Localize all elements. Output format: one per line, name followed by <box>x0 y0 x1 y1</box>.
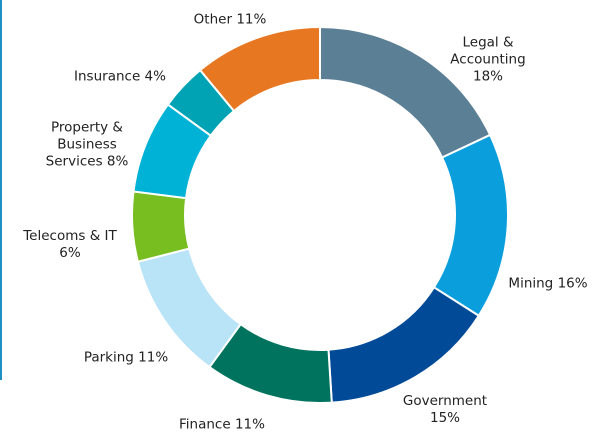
value-label: 11% <box>138 349 169 366</box>
value-label: 11% <box>234 416 265 433</box>
donut-slice <box>327 285 481 404</box>
value-label: 4% <box>144 68 166 85</box>
slice-label: Insurance 4% <box>65 69 175 86</box>
slice-label: Legal & Accounting 18% <box>442 35 534 86</box>
edge-line <box>0 0 2 380</box>
slice-label: Other 11% <box>175 12 285 29</box>
slice-label: Government 15% <box>400 393 490 427</box>
value-label: 11% <box>236 11 267 28</box>
slice-label: Parking 11% <box>76 350 176 367</box>
slice-label: Finance 11% <box>167 417 277 434</box>
slice-label: Mining 16% <box>493 276 592 293</box>
category-label: Government <box>402 393 488 409</box>
value-label: 8% <box>106 153 129 170</box>
value-label: 6% <box>59 245 81 261</box>
category-label: Finance <box>179 416 231 433</box>
value-label: 16% <box>557 275 588 292</box>
donut-slice <box>131 190 191 263</box>
category-label: Mining <box>508 275 554 292</box>
category-label: Legal & Accounting <box>450 34 526 68</box>
category-label: Other <box>193 11 233 28</box>
category-label: Telecoms & IT <box>23 228 117 244</box>
category-label: Insurance <box>74 68 141 85</box>
value-label: 15% <box>429 410 460 426</box>
category-label: Parking <box>83 349 134 366</box>
value-label: 18% <box>472 68 503 85</box>
slice-label: Telecoms & IT 6% <box>18 228 122 262</box>
donut-slice <box>198 25 321 113</box>
category-label: Property & Business Services <box>45 119 123 170</box>
slice-label: Property & Business Services 8% <box>42 120 132 171</box>
